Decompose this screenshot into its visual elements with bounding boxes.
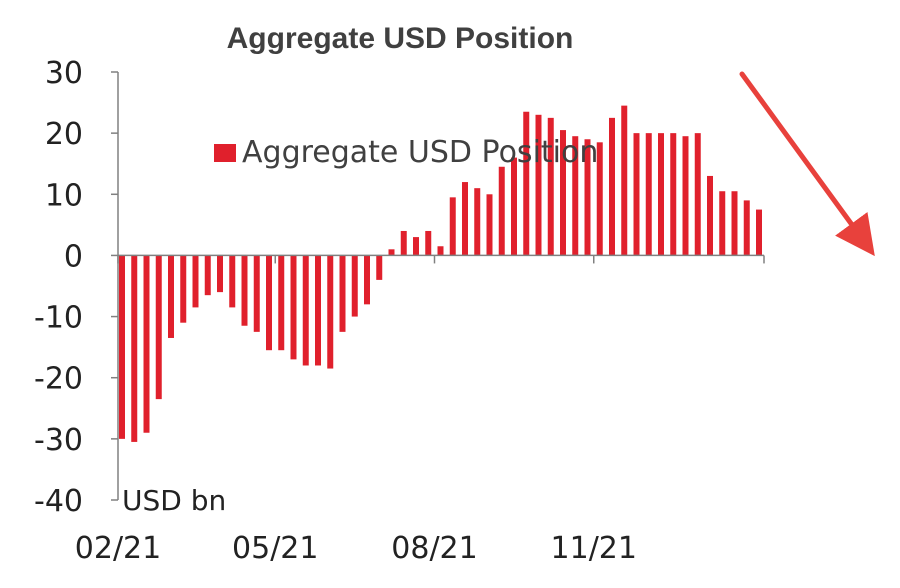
bar [682, 136, 689, 256]
bar [351, 255, 358, 317]
bar [168, 255, 174, 338]
bar [462, 182, 468, 256]
x-tick-label: 11/21 [551, 531, 637, 566]
y-tick-label: -40 [34, 484, 83, 519]
bar [511, 157, 517, 256]
bar [719, 191, 726, 256]
bar [572, 136, 579, 256]
bar [413, 237, 419, 256]
bar [609, 117, 615, 256]
bar [560, 130, 566, 256]
bar [707, 175, 713, 256]
y-tick-label: 30 [45, 56, 83, 91]
bar [658, 133, 664, 256]
bar [449, 197, 456, 256]
x-tick-label: 08/21 [391, 531, 477, 566]
bar [302, 255, 309, 366]
bar [633, 133, 640, 256]
bar [425, 230, 432, 256]
bar [155, 255, 162, 400]
y-tick-label: 0 [64, 239, 83, 274]
bar [621, 105, 628, 256]
bar-series [119, 105, 762, 442]
y-tick-label: -20 [34, 362, 83, 397]
bar [731, 191, 738, 256]
bar [327, 255, 334, 369]
bar [278, 255, 285, 351]
bar [670, 133, 677, 256]
bar [694, 133, 701, 256]
bar [253, 255, 260, 332]
y-tick-label: -10 [34, 301, 83, 336]
y-axis: 30 20 10 0 -10 -20 -30 -40 [34, 56, 119, 519]
bar [523, 111, 530, 256]
bar [339, 255, 346, 332]
bar [315, 255, 321, 366]
bar [756, 209, 762, 256]
legend-label: Aggregate USD Position [242, 135, 598, 170]
bar [290, 255, 297, 360]
bar [400, 230, 407, 256]
y-tick-label: 20 [45, 117, 83, 152]
y-tick-label: 10 [45, 178, 83, 213]
legend: Aggregate USD Position [214, 135, 598, 170]
bar [584, 139, 591, 256]
chart-title: Aggregate USD Position [227, 22, 574, 55]
bar [596, 142, 603, 256]
bar [535, 114, 542, 256]
bar [498, 166, 505, 256]
downward-trend-arrow [739, 71, 875, 257]
bar [547, 117, 554, 256]
bar [119, 255, 125, 439]
bar [241, 255, 248, 326]
bar [229, 255, 236, 308]
y-tick-label: -30 [34, 423, 83, 458]
bar [192, 255, 199, 308]
bar [645, 133, 652, 256]
x-tick-label: 05/21 [232, 531, 318, 566]
bar [388, 249, 395, 256]
bar [266, 255, 272, 351]
bar [364, 255, 370, 305]
bar [217, 255, 223, 293]
y-axis-unit-label: USD bn [122, 484, 226, 517]
bar [143, 255, 150, 433]
bar [743, 200, 750, 256]
bar [180, 255, 187, 323]
bar [474, 188, 481, 256]
bar [131, 255, 138, 442]
bar [204, 255, 211, 296]
legend-swatch [214, 144, 236, 162]
bar [486, 194, 493, 256]
bar [376, 255, 383, 280]
bar [437, 246, 444, 256]
x-tick-label: 02/21 [75, 531, 161, 566]
x-axis: 02/21 05/21 08/21 11/21 [75, 254, 765, 566]
